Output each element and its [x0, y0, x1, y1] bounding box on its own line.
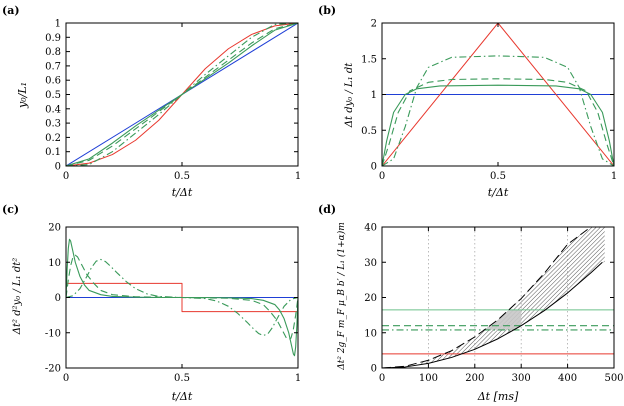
x-axis-label-d: Δt [ms] — [477, 390, 519, 403]
x-tick-label: 0.5 — [174, 171, 190, 182]
y-tick-label: 1 — [371, 90, 377, 101]
y-tick-label: 0 — [55, 162, 61, 173]
y-tick-label: 0.4 — [45, 104, 61, 115]
y-tick-label: 0.3 — [45, 119, 61, 130]
panel-a: 0 0.5 1 0 0.1 0.2 0.3 0.4 0.5 0.6 0.7 0.8 0.9 1 — [45, 19, 301, 183]
x-tick-label: 1 — [295, 171, 301, 182]
panel-label-b: (b) — [318, 4, 336, 17]
y-tick-label: -10 — [45, 328, 61, 339]
y-tick-label: 20 — [48, 223, 61, 234]
y-tick-label: 40 — [364, 223, 377, 234]
x-tick-label: 0 — [63, 373, 69, 384]
x-tick-label: 0 — [379, 171, 385, 182]
y-tick-label: 0.1 — [45, 147, 61, 158]
x-axis-label-c: t/Δt — [172, 390, 193, 403]
y-tick-label: 0 — [371, 364, 377, 375]
panel-label-a: (a) — [2, 4, 20, 17]
x-tick-label: 300 — [512, 373, 531, 384]
x-tick-label: 100 — [419, 373, 438, 384]
y-tick-label: 0 — [55, 293, 61, 304]
x-tick-label: 0 — [379, 373, 385, 384]
series-line-green-solid — [382, 84, 614, 166]
y-tick-label: 10 — [364, 328, 377, 339]
x-tick-label: 1 — [295, 373, 301, 384]
y-tick-label: 20 — [364, 293, 377, 304]
series-line-green-dashdot — [66, 258, 298, 337]
x-tick-label: 0.5 — [174, 373, 190, 384]
y-tick-label: 10 — [48, 258, 61, 269]
y-axis-label-a: y₀/L₁ — [16, 82, 29, 109]
y-tick-label: 0.7 — [45, 61, 61, 72]
series-line-green-dash — [66, 23, 298, 166]
y-tick-label: 0.2 — [45, 133, 61, 144]
y-tick-label: -20 — [45, 364, 61, 375]
series-line-black-solid — [382, 261, 603, 368]
panel-c: 0 0.5 1 -20 -10 0 10 20 — [45, 223, 301, 385]
y-axis-label-c: Δt² d²y₀ / L₁ dt² — [12, 258, 23, 335]
series-line-green-dash — [382, 78, 614, 166]
panel-label-c: (c) — [2, 203, 19, 216]
y-tick-label: 1 — [55, 19, 61, 30]
y-tick-label: 0.6 — [45, 76, 61, 87]
panel-b: 0 0.5 1 0 0.5 1 1.5 2 — [361, 19, 617, 183]
series-line-green-dashdot — [382, 55, 614, 166]
x-tick-label: 400 — [558, 373, 577, 384]
y-tick-label: 1.5 — [361, 54, 377, 65]
x-tick-label: 0 — [63, 171, 69, 182]
y-tick-label: 30 — [364, 258, 377, 269]
y-tick-label: 0.5 — [361, 126, 377, 137]
x-tick-label: 500 — [604, 373, 623, 384]
y-axis-label-b: Δt dy₀ / L₁ dt — [344, 62, 355, 128]
y-tick-label: 0.8 — [45, 47, 61, 58]
shaded-region — [485, 309, 522, 330]
y-tick-label: 0.5 — [45, 90, 61, 101]
panel-label-d: (d) — [318, 203, 336, 216]
x-axis-label-a: t/Δt — [172, 186, 193, 199]
panel-d: 0 100 200 300 400 500 0 10 20 30 40 — [364, 223, 623, 385]
x-tick-label: 1 — [611, 171, 617, 182]
y-axis-label-d: Δt² 2g_F m_F μ_B b′ / L₁ (1+α)m — [336, 222, 347, 371]
series-line-green-dashdot — [66, 23, 298, 166]
y-tick-label: 0 — [371, 162, 377, 173]
series-line-black-dash — [382, 227, 592, 368]
hatched-band — [419, 227, 605, 365]
y-tick-label: 0.9 — [45, 33, 61, 44]
series-line-red-solid — [382, 23, 614, 166]
y-tick-label: 2 — [371, 19, 377, 30]
x-axis-label-b: t/Δt — [488, 186, 509, 199]
x-tick-label: 200 — [465, 373, 484, 384]
x-tick-label: 0.5 — [490, 171, 506, 182]
